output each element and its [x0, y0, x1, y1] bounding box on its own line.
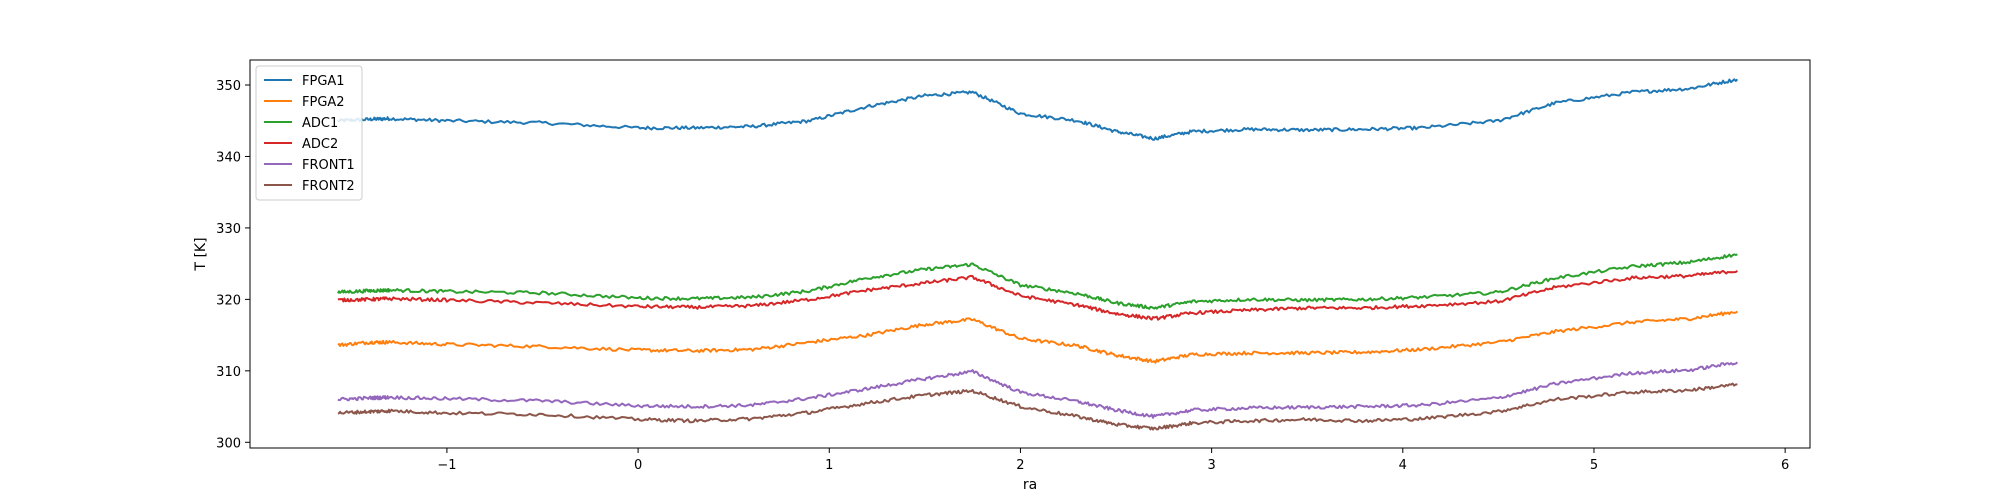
series-line-adc2	[337, 269, 1739, 321]
axes-layer	[249, 59, 1811, 449]
legend: FPGA1 FPGA2 ADC1 ADC2 FRONT1 FRONT2	[255, 65, 363, 201]
series-line-front2	[337, 382, 1738, 431]
y-tick-label: 320	[216, 293, 241, 308]
legend-label-fpga2: FPGA2	[302, 95, 345, 110]
legend-label-fpga1: FPGA1	[302, 74, 345, 89]
legend-box	[255, 65, 363, 201]
plot-frame	[249, 59, 1811, 449]
series-layer	[337, 78, 1739, 431]
x-axis-label: ra	[1023, 477, 1037, 493]
x-tick-label: 5	[1590, 458, 1598, 473]
x-tick-label: 6	[1781, 458, 1789, 473]
x-tick-label: 3	[1207, 458, 1215, 473]
y-tick-label: 310	[216, 365, 241, 380]
y-tick-label: 300	[216, 436, 241, 451]
x-tick-label: 2	[1016, 458, 1024, 473]
series-line-adc1	[337, 253, 1738, 310]
series-line-fpga1	[337, 78, 1739, 141]
series-line-fpga2	[337, 310, 1738, 364]
x-tick-label: −1	[437, 458, 456, 473]
y-tick-label: 350	[216, 79, 241, 94]
y-tick-label: 330	[216, 222, 241, 237]
y-axis-label: T [K]	[193, 237, 209, 271]
series-line-front1	[337, 361, 1739, 419]
legend-label-front1: FRONT1	[302, 158, 355, 173]
x-tick-label: 1	[825, 458, 833, 473]
legend-label-front2: FRONT2	[302, 179, 355, 194]
legend-label-adc2: ADC2	[302, 137, 338, 152]
x-tick-label: 0	[634, 458, 642, 473]
y-tick-label: 340	[216, 150, 241, 165]
x-axis-ticks: −1 0 1 2 3 4 5 6	[437, 448, 1789, 473]
x-tick-label: 4	[1399, 458, 1407, 473]
legend-label-adc1: ADC1	[302, 116, 338, 131]
y-axis-ticks: 300 310 320 330 340 350	[216, 79, 250, 451]
